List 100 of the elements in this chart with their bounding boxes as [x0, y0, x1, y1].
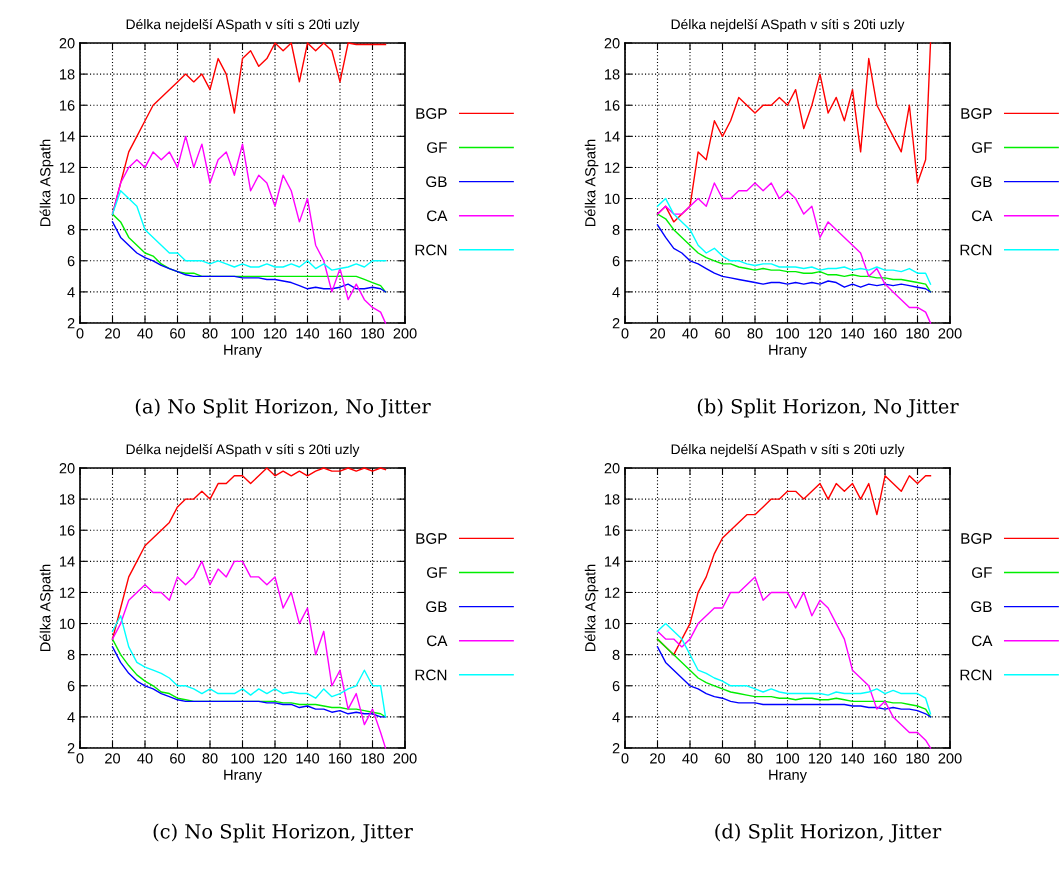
x-tick-label: 140	[296, 753, 320, 764]
line-series	[111, 615, 387, 718]
y-tick-label: 4	[67, 712, 75, 723]
line-series	[656, 576, 932, 749]
legend-label: RCN	[415, 244, 447, 256]
x-axis-title: Hrany	[769, 769, 807, 783]
x-tick-label: 60	[170, 328, 186, 339]
legend-label: CA	[427, 210, 448, 222]
legend-label: GB	[426, 176, 447, 188]
legend-label: CA	[972, 210, 993, 222]
y-tick-label: 2	[612, 318, 620, 329]
x-tick-label: 120	[263, 753, 287, 764]
legend-label: BGP	[416, 108, 447, 119]
legend-label: RCN	[960, 669, 992, 681]
y-tick-label: 18	[605, 494, 620, 505]
x-axis-title: Hrany	[224, 769, 262, 783]
legend-label: GF	[972, 567, 992, 578]
y-axis-title: Délka ASpath	[584, 564, 599, 651]
x-tick-label: 200	[393, 328, 417, 339]
y-tick-label: 10	[60, 193, 75, 204]
y-tick-label: 16	[605, 525, 620, 536]
legend-label: GF	[972, 142, 992, 153]
legend-label: GB	[971, 176, 992, 188]
y-tick-label: 10	[605, 618, 620, 629]
x-tick-label: 140	[296, 328, 320, 339]
x-tick-label: 120	[808, 328, 832, 339]
x-tick-label: 60	[170, 753, 186, 764]
y-tick-label: 16	[605, 100, 620, 111]
x-tick-label: 200	[393, 753, 417, 764]
line-series	[111, 467, 387, 640]
y-tick-label: 6	[612, 255, 620, 267]
y-axis-title: Délka ASpath	[39, 564, 54, 651]
x-tick-label: 80	[202, 753, 218, 764]
y-tick-label: 14	[60, 556, 75, 567]
y-axis-title: Délka ASpath	[39, 139, 54, 226]
x-axis-title: Hrany	[224, 344, 262, 358]
line-series	[656, 622, 932, 715]
legend-label: GF	[427, 142, 447, 153]
x-tick-label: 180	[361, 328, 385, 339]
x-tick-label: 80	[202, 328, 218, 339]
y-tick-label: 6	[67, 680, 75, 692]
x-tick-label: 100	[231, 328, 255, 339]
legend-label: CA	[972, 635, 993, 647]
y-tick-label: 2	[612, 743, 620, 754]
y-tick-label: 4	[612, 712, 620, 723]
x-tick-label: 200	[938, 753, 962, 764]
y-tick-label: 10	[605, 193, 620, 204]
y-tick-label: 18	[60, 69, 75, 80]
legend-label: GB	[971, 601, 992, 613]
y-tick-label: 18	[605, 69, 620, 80]
x-tick-label: 20	[650, 328, 666, 339]
x-tick-label: 40	[137, 753, 153, 764]
y-tick-label: 12	[605, 587, 620, 598]
y-tick-label: 8	[67, 649, 75, 661]
y-tick-label: 16	[60, 525, 75, 536]
y-tick-label: 10	[60, 618, 75, 629]
y-tick-label: 14	[60, 131, 75, 142]
legend-label: BGP	[961, 108, 992, 119]
text: (c) No Split Horizon, Jitter	[153, 823, 413, 843]
line-series	[656, 182, 932, 324]
y-tick-label: 4	[612, 287, 620, 298]
x-tick-label: 180	[906, 753, 930, 764]
x-tick-label: 0	[76, 753, 84, 764]
line-series	[111, 190, 387, 271]
y-tick-label: 16	[60, 100, 75, 111]
y-tick-label: 12	[60, 162, 75, 173]
x-tick-label: 60	[715, 753, 731, 764]
chart-title: Délka nejdelší ASpath v síti s 20ti uzly	[671, 443, 905, 457]
x-tick-label: 160	[873, 753, 897, 764]
y-tick-label: 18	[60, 494, 75, 505]
legend-label: RCN	[960, 244, 992, 256]
legend-label: BGP	[416, 533, 447, 544]
x-tick-label: 20	[105, 328, 121, 339]
x-tick-label: 140	[841, 328, 865, 339]
x-tick-label: 80	[747, 328, 763, 339]
x-tick-label: 180	[906, 328, 930, 339]
y-tick-label: 8	[67, 224, 75, 236]
legend-label: GB	[426, 601, 447, 613]
x-axis-title: Hrany	[769, 344, 807, 358]
chart-title: Délka nejdelší ASpath v síti s 20ti uzly	[126, 443, 360, 457]
x-tick-label: 200	[938, 328, 962, 339]
x-tick-label: 120	[263, 328, 287, 339]
y-tick-label: 20	[604, 38, 620, 49]
y-tick-label: 4	[67, 287, 75, 298]
chart-title: Délka nejdelší ASpath v síti s 20ti uzly	[126, 18, 360, 32]
x-tick-label: 160	[328, 328, 352, 339]
legend-label: CA	[427, 635, 448, 647]
x-tick-label: 140	[841, 753, 865, 764]
y-tick-label: 14	[605, 556, 620, 567]
y-tick-label: 20	[59, 38, 75, 49]
x-tick-label: 100	[231, 753, 255, 764]
y-tick-label: 14	[605, 131, 620, 142]
y-tick-label: 6	[612, 680, 620, 692]
x-tick-label: 120	[808, 753, 832, 764]
y-tick-label: 20	[59, 463, 75, 474]
x-tick-label: 0	[621, 328, 629, 339]
line-series	[111, 560, 387, 749]
line-series	[656, 197, 932, 285]
x-tick-label: 180	[361, 753, 385, 764]
x-tick-label: 160	[873, 328, 897, 339]
